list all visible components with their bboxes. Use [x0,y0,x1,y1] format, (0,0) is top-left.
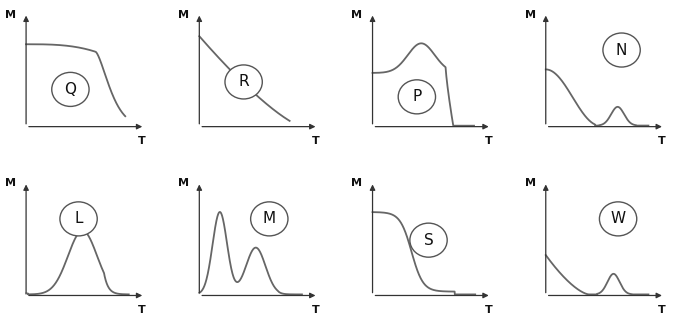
Circle shape [52,72,89,107]
Circle shape [60,202,97,236]
Text: M: M [524,10,535,20]
Text: M: M [351,179,362,188]
Text: T: T [658,136,666,146]
Text: M: M [263,212,276,226]
Text: Q: Q [64,82,76,97]
Circle shape [398,80,435,114]
Text: L: L [74,212,83,226]
Text: M: M [5,179,16,188]
Text: T: T [312,136,319,146]
Text: T: T [138,136,146,146]
Text: T: T [312,305,319,315]
Text: M: M [5,10,16,20]
Text: T: T [485,136,493,146]
Text: P: P [412,89,421,104]
Circle shape [599,202,637,236]
Text: M: M [351,10,362,20]
Text: R: R [238,75,249,90]
Text: W: W [610,212,626,226]
Circle shape [410,223,448,257]
Circle shape [225,65,263,99]
Circle shape [603,33,641,67]
Text: M: M [178,10,189,20]
Text: T: T [138,305,146,315]
Text: T: T [658,305,666,315]
Text: N: N [616,43,627,58]
Text: S: S [424,233,433,248]
Circle shape [250,202,288,236]
Text: T: T [485,305,493,315]
Text: M: M [178,179,189,188]
Text: M: M [524,179,535,188]
